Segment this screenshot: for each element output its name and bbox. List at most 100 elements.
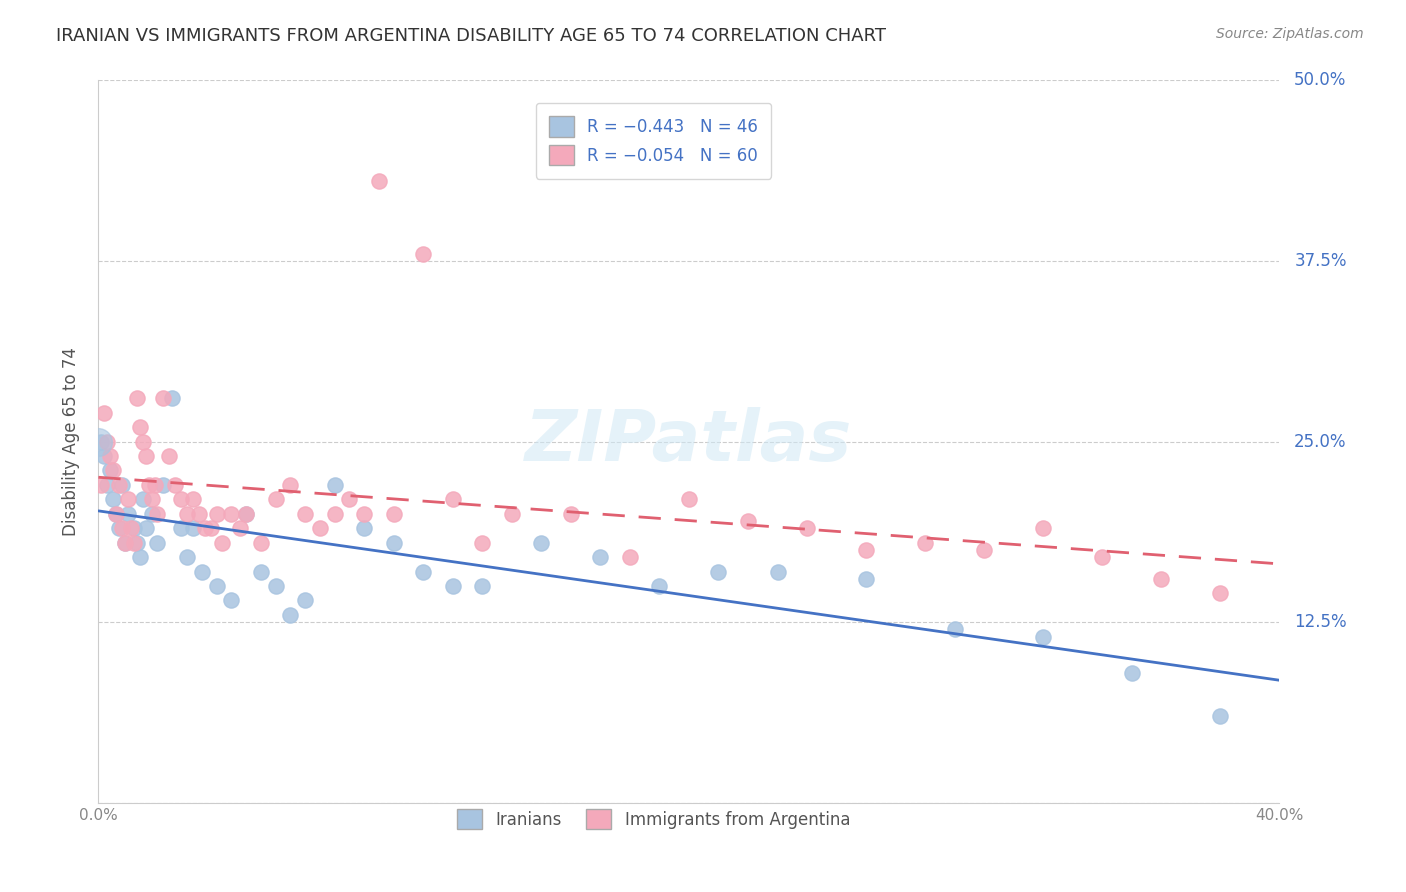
Point (766, 565, 789, 579)
Legend: Iranians, Immigrants from Argentina: Iranians, Immigrants from Argentina (449, 801, 859, 838)
Point (737, 514, 759, 528)
Point (200, 521, 222, 535)
Point (501, 507, 523, 521)
Point (125, 391, 148, 405)
Point (235, 507, 257, 521)
Point (264, 579, 287, 593)
Point (96, 478, 118, 492)
Point (1150, 572, 1173, 586)
Point (1091, 550, 1114, 565)
Point (1121, 665, 1143, 680)
Text: 37.5%: 37.5% (1295, 252, 1347, 270)
Point (105, 507, 128, 521)
Point (648, 579, 671, 593)
Point (152, 478, 174, 492)
Y-axis label: Disability Age 65 to 74: Disability Age 65 to 74 (62, 347, 80, 536)
Point (619, 550, 641, 565)
Point (1032, 630, 1054, 644)
Point (280, 607, 302, 622)
Point (141, 492, 163, 507)
Point (530, 535, 553, 549)
Point (205, 507, 228, 521)
Point (181, 492, 204, 507)
Point (108, 478, 131, 492)
Point (280, 478, 302, 492)
Point (1032, 521, 1054, 535)
Point (117, 507, 139, 521)
Point (114, 535, 136, 549)
Point (165, 478, 187, 492)
Point (796, 521, 818, 535)
Point (135, 449, 157, 463)
Point (855, 572, 877, 586)
Point (122, 535, 145, 549)
Point (96, 434, 118, 449)
Point (128, 550, 150, 565)
Point (114, 535, 136, 549)
Point (441, 579, 464, 593)
Point (181, 521, 204, 535)
Point (205, 579, 228, 593)
Point (103, 463, 125, 477)
Point (943, 623, 966, 637)
Point (143, 478, 166, 492)
Point (187, 507, 209, 521)
Text: ZIPatlas: ZIPatlas (526, 407, 852, 476)
Point (471, 535, 494, 549)
Point (103, 492, 125, 507)
Point (221, 507, 243, 521)
Point (98, 449, 121, 463)
Point (128, 420, 150, 434)
Point (120, 521, 142, 535)
Text: 25.0%: 25.0% (1295, 433, 1347, 450)
Point (250, 535, 273, 549)
Point (132, 434, 155, 449)
Point (98, 463, 121, 477)
Point (117, 492, 139, 507)
Point (176, 507, 198, 521)
Point (855, 542, 877, 557)
Point (125, 535, 148, 549)
Point (90, 478, 112, 492)
Point (170, 492, 193, 507)
Point (111, 478, 134, 492)
Point (294, 593, 316, 607)
Point (191, 565, 214, 579)
Point (111, 521, 134, 535)
Point (141, 507, 163, 521)
Point (250, 565, 273, 579)
Point (135, 521, 157, 535)
Point (146, 535, 169, 549)
Point (678, 492, 700, 507)
Point (1209, 709, 1232, 723)
Point (294, 507, 316, 521)
Point (589, 550, 612, 565)
Point (146, 507, 169, 521)
Point (93, 449, 115, 463)
Point (412, 565, 434, 579)
Point (138, 478, 160, 492)
Point (87, 434, 110, 449)
Point (264, 492, 287, 507)
Point (368, 174, 391, 188)
Point (105, 507, 128, 521)
Point (170, 521, 193, 535)
Point (221, 593, 243, 607)
Point (211, 535, 233, 549)
Point (471, 579, 494, 593)
Point (229, 521, 252, 535)
Point (914, 535, 936, 549)
Point (339, 492, 361, 507)
Point (162, 391, 183, 405)
Point (235, 507, 257, 521)
Text: 12.5%: 12.5% (1295, 613, 1347, 632)
Point (382, 507, 405, 521)
Text: 50.0%: 50.0% (1295, 71, 1347, 89)
Point (707, 565, 730, 579)
Point (90, 434, 112, 449)
Point (382, 535, 405, 549)
Point (108, 521, 131, 535)
Point (152, 391, 174, 405)
Point (194, 521, 217, 535)
Point (122, 521, 145, 535)
